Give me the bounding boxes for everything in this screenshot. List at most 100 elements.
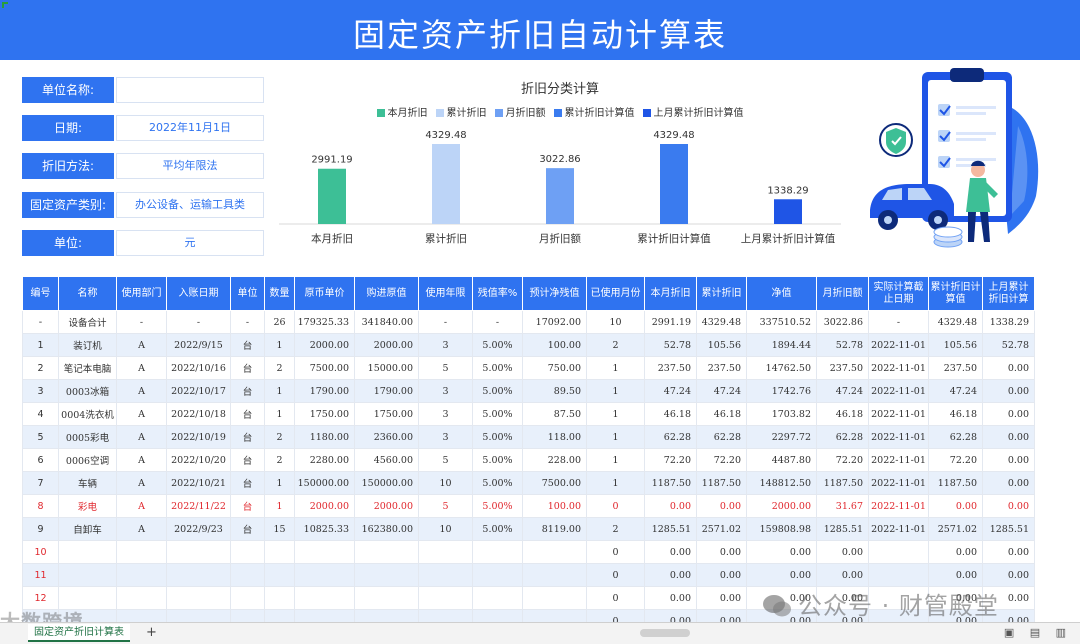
table-cell[interactable]: 1742.76 [746,379,817,403]
table-cell[interactable]: 7500.00 [294,356,355,380]
table-cell[interactable]: 3 [418,333,473,357]
info-value-category[interactable]: 办公设备、运输工具类 [116,192,264,218]
table-cell[interactable]: 8119.00 [522,517,587,541]
table-cell[interactable]: 159808.98 [746,517,817,541]
table-cell[interactable]: 62.28 [696,425,747,449]
table-cell[interactable] [264,540,295,564]
column-header[interactable]: 使用年限 [418,276,473,311]
table-cell[interactable]: 0.00 [746,540,817,564]
table-cell[interactable]: 52.78 [816,333,869,357]
table-cell[interactable] [472,586,523,610]
table-cell[interactable] [472,540,523,564]
table-cell[interactable]: 150000.00 [354,471,419,495]
table-cell[interactable]: - [472,310,523,334]
table-cell[interactable]: A [116,402,167,426]
table-cell[interactable]: 2022-11-01 [868,425,929,449]
table-cell[interactable]: 台 [230,356,265,380]
table-cell[interactable]: 3022.86 [816,310,869,334]
table-cell[interactable]: 1 [264,402,295,426]
table-row[interactable]: 2 笔记本电脑 A 2022/10/16 台 2 7500.00 15000.00 5 5.00%… [22,356,1035,380]
table-cell[interactable]: 2022/10/17 [166,379,231,403]
table-row[interactable]: 5 0005彩电 A 2022/10/19 台 2 1180.00 2360.00 3 5.00%… [22,425,1035,449]
table-cell[interactable]: 2000.00 [294,333,355,357]
bar[interactable] [660,144,688,224]
table-row[interactable]: 11 0 0.00 0.00 0.00 0.00 0.00 0.00 [22,563,1035,587]
table-cell[interactable]: 72.20 [816,448,869,472]
column-header[interactable]: 数量 [264,276,295,311]
table-cell[interactable]: 2 [22,356,59,380]
table-cell[interactable]: 2022-11-01 [868,379,929,403]
column-header[interactable]: 实际计算截止日期 [868,276,929,311]
table-cell[interactable]: 2 [264,356,295,380]
table-cell[interactable]: 1 [586,402,645,426]
table-cell[interactable] [264,563,295,587]
table-cell[interactable]: A [116,471,167,495]
table-cell[interactable]: 1790.00 [354,379,419,403]
table-cell[interactable]: 46.18 [696,402,747,426]
table-cell[interactable]: 2022-11-01 [868,402,929,426]
table-cell[interactable]: 179325.33 [294,310,355,334]
table-cell[interactable]: 1894.44 [746,333,817,357]
table-cell[interactable]: 8 [22,494,59,518]
table-cell[interactable]: 1 [586,356,645,380]
sheet-tab-active[interactable]: 固定资产折旧计算表 [28,624,130,642]
table-cell[interactable]: 46.18 [644,402,697,426]
table-cell[interactable]: 10825.33 [294,517,355,541]
table-cell[interactable]: 5.00% [472,448,523,472]
table-row[interactable]: 8 彩电 A 2022/11/22 台 1 2000.00 2000.00 5 5.00% 100.… [22,494,1035,518]
table-cell[interactable] [472,563,523,587]
table-cell[interactable]: 0.00 [982,471,1035,495]
info-value-company[interactable] [116,77,264,103]
table-cell[interactable]: 4 [22,402,59,426]
table-cell[interactable]: 0.00 [928,586,983,610]
table-cell[interactable]: 0.00 [644,540,697,564]
table-cell[interactable]: 6 [22,448,59,472]
table-cell[interactable]: - [22,310,59,334]
table-cell[interactable]: 105.56 [696,333,747,357]
table-cell[interactable]: 0.00 [982,586,1035,610]
table-cell[interactable]: 7 [22,471,59,495]
table-cell[interactable]: 车辆 [58,471,117,495]
add-sheet-button[interactable]: + [146,625,157,640]
table-cell[interactable] [418,563,473,587]
table-cell[interactable] [522,540,587,564]
table-cell[interactable]: 47.24 [696,379,747,403]
table-cell[interactable]: 341840.00 [354,310,419,334]
table-cell[interactable] [58,586,117,610]
table-cell[interactable]: - [116,310,167,334]
table-cell[interactable]: - [230,310,265,334]
table-cell[interactable]: 100.00 [522,333,587,357]
table-cell[interactable]: 设备合计 [58,310,117,334]
table-cell[interactable]: 2022-11-01 [868,333,929,357]
table-cell[interactable]: 0 [586,586,645,610]
table-cell[interactable]: 0 [586,494,645,518]
table-cell[interactable]: 2280.00 [294,448,355,472]
table-cell[interactable]: 2571.02 [928,517,983,541]
table-cell[interactable]: 52.78 [644,333,697,357]
table-cell[interactable]: 台 [230,425,265,449]
table-cell[interactable] [418,586,473,610]
table-cell[interactable]: 5.00% [472,379,523,403]
column-header[interactable]: 单位 [230,276,265,311]
table-cell[interactable] [116,540,167,564]
table-cell[interactable]: 1 [586,471,645,495]
table-cell[interactable] [294,563,355,587]
table-cell[interactable]: 89.50 [522,379,587,403]
table-cell[interactable]: 237.50 [928,356,983,380]
table-cell[interactable]: 0.00 [644,586,697,610]
table-cell[interactable]: 0003冰箱 [58,379,117,403]
table-cell[interactable]: 2000.00 [354,494,419,518]
column-header[interactable]: 月折旧额 [816,276,869,311]
table-cell[interactable]: 2022-11-01 [868,517,929,541]
table-cell[interactable]: 2022/11/22 [166,494,231,518]
table-cell[interactable]: 1 [264,333,295,357]
table-cell[interactable]: 10 [22,540,59,564]
table-cell[interactable] [522,563,587,587]
table-cell[interactable]: 2000.00 [354,333,419,357]
table-cell[interactable] [294,586,355,610]
table-cell[interactable]: A [116,448,167,472]
table-cell[interactable] [522,586,587,610]
table-cell[interactable]: 10 [418,471,473,495]
table-cell[interactable] [354,586,419,610]
table-cell[interactable]: 1 [264,471,295,495]
